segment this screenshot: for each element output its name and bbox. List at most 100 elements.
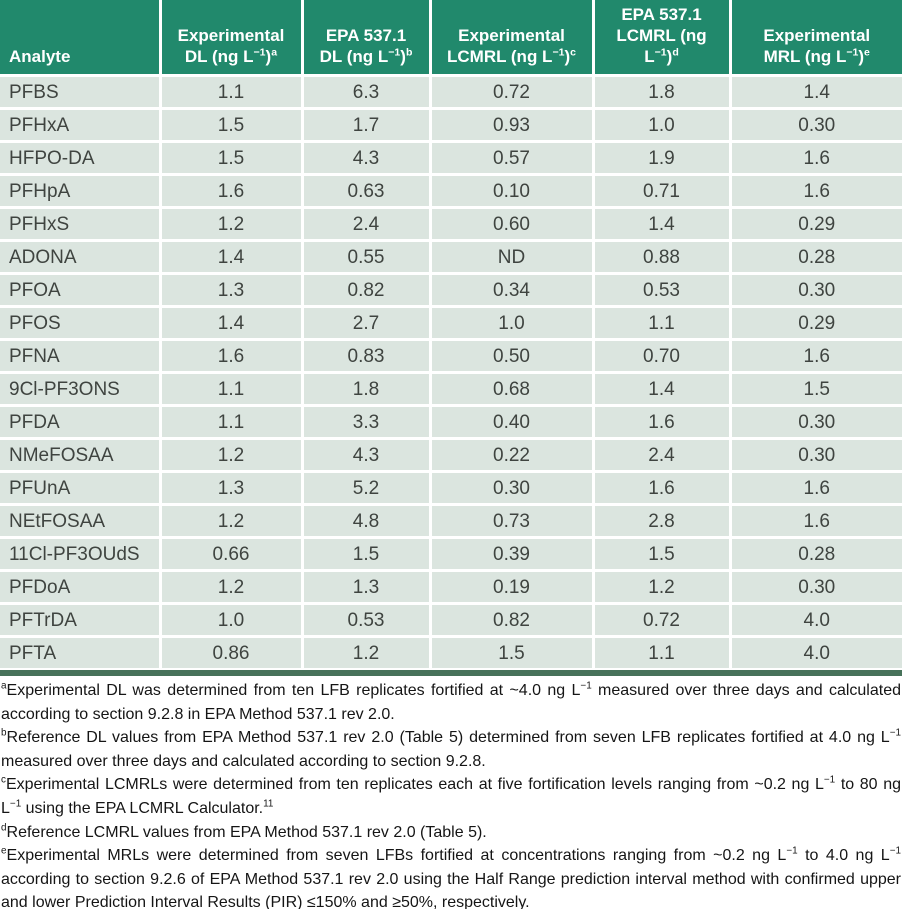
table-row: PFHxA 1.5 1.7 0.93 1.0 0.30 [0,107,902,142]
column-header-exp_dl: Experimental DL (ng L−1)a [158,0,302,76]
analyte-cell: PFBS [0,74,160,109]
value-cell: 0.30 [728,437,902,472]
value-cell: 1.6 [591,404,730,439]
value-cell: 2.4 [591,437,730,472]
superscript: −1 [823,775,836,787]
value-cell: ND [428,239,593,274]
analyte-cell: PFTA [0,635,160,668]
analyte-cell: NEtFOSAA [0,503,160,538]
value-cell: 1.2 [158,569,302,604]
results-table: Analyte Experimental DL (ng L−1)a EPA 537.1… [0,0,902,668]
value-cell: 0.70 [591,338,730,373]
superscript: e [1,845,7,857]
analyte-cell: PFHpA [0,173,160,208]
value-cell: 1.6 [728,338,902,373]
value-cell: 1.0 [428,305,593,340]
value-cell: 1.6 [728,173,902,208]
value-cell: 1.2 [158,206,302,241]
value-cell: 0.30 [728,404,902,439]
value-cell: 0.93 [428,107,593,142]
table-row: NEtFOSAA 1.2 4.8 0.73 2.8 1.6 [0,503,902,538]
footnote: dReference LCMRL values from EPA Method … [1,822,487,841]
value-cell: 1.1 [591,305,730,340]
analyte-cell: 9Cl-PF3ONS [0,371,160,406]
analyte-cell: PFDoA [0,569,160,604]
column-header-analyte: Analyte [0,0,160,76]
value-cell: 1.5 [158,140,302,175]
table-row: NMeFOSAA 1.2 4.3 0.22 2.4 0.30 [0,437,902,472]
value-cell: 1.2 [158,437,302,472]
value-cell: 0.82 [300,272,430,307]
value-cell: 4.8 [300,503,430,538]
value-cell: 1.1 [158,371,302,406]
value-cell: 2.8 [591,503,730,538]
column-header-line: Experimental [763,26,871,45]
table-row: PFTrDA 1.0 0.53 0.82 0.72 4.0 [0,602,902,637]
value-cell: 0.68 [428,371,593,406]
superscript: −1 [786,845,798,857]
value-cell: 0.10 [428,173,593,208]
value-cell: 1.5 [300,536,430,571]
value-cell: 0.30 [728,107,902,142]
value-cell: 1.2 [300,635,430,668]
value-cell: 0.66 [158,536,302,571]
column-header-exp_mrl: Experimental MRL (ng L−1)e [728,0,902,76]
superscript: d [672,46,679,59]
value-cell: 0.82 [428,602,593,637]
superscript: −1 [889,845,901,857]
superscript: −1 [889,727,901,739]
value-cell: 1.6 [158,173,302,208]
table-row: PFHxS 1.2 2.4 0.60 1.4 0.29 [0,206,902,241]
table-body: PFBS 1.1 6.3 0.72 1.8 1.4 PFHxA 1.5 1.7 0.93 1.0 0.… [0,74,902,668]
value-cell: 0.22 [428,437,593,472]
value-cell: 1.6 [728,470,902,505]
superscript: d [1,822,7,834]
value-cell: 0.30 [728,569,902,604]
value-cell: 0.28 [728,536,902,571]
superscript: a [1,680,7,692]
value-cell: 1.1 [158,404,302,439]
superscript: a [271,46,278,59]
superscript: −1 [253,46,266,59]
value-cell: 1.9 [591,140,730,175]
value-cell: 4.0 [728,635,902,668]
value-cell: 1.6 [591,470,730,505]
column-header-line: EPA 537.1 [621,5,702,24]
analyte-cell: 11Cl-PF3OUdS [0,536,160,571]
column-header-line: Experimental [177,26,285,45]
superscript: e [864,46,870,59]
column-header-line: MRL (ng L−1)e [763,46,870,66]
table-row: ADONA 1.4 0.55 ND 0.88 0.28 [0,239,902,274]
value-cell: 1.5 [158,107,302,142]
analyte-cell: HFPO-DA [0,140,160,175]
table-row: PFDoA 1.2 1.3 0.19 1.2 0.30 [0,569,902,604]
value-cell: 0.39 [428,536,593,571]
superscript: −1 [552,46,565,59]
column-header-line: Experimental [458,26,565,45]
footnotes-block: aExperimental DL was determined from ten… [0,676,902,909]
value-cell: 3.3 [300,404,430,439]
value-cell: 1.5 [591,536,730,571]
value-cell: 1.5 [428,635,593,668]
analyte-cell: PFNA [0,338,160,373]
value-cell: 0.72 [428,74,593,109]
analyte-cell: PFOA [0,272,160,307]
table-header: Analyte Experimental DL (ng L−1)a EPA 537.1… [0,0,902,76]
value-cell: 0.50 [428,338,593,373]
column-header-line: Analyte [9,47,71,66]
value-cell: 4.3 [300,437,430,472]
table-row: PFUnA 1.3 5.2 0.30 1.6 1.6 [0,470,902,505]
superscript: −1 [580,680,592,692]
value-cell: 1.1 [158,74,302,109]
value-cell: 0.30 [728,272,902,307]
value-cell: 1.6 [728,140,902,175]
value-cell: 1.3 [300,569,430,604]
column-header-exp_lcmrl: Experimental LCMRL (ng L−1)c [428,0,593,76]
analyte-cell: PFHxS [0,206,160,241]
superscript: b [1,727,7,739]
value-cell: 0.29 [728,206,902,241]
value-cell: 1.7 [300,107,430,142]
analyte-cell: PFUnA [0,470,160,505]
value-cell: 0.88 [591,239,730,274]
